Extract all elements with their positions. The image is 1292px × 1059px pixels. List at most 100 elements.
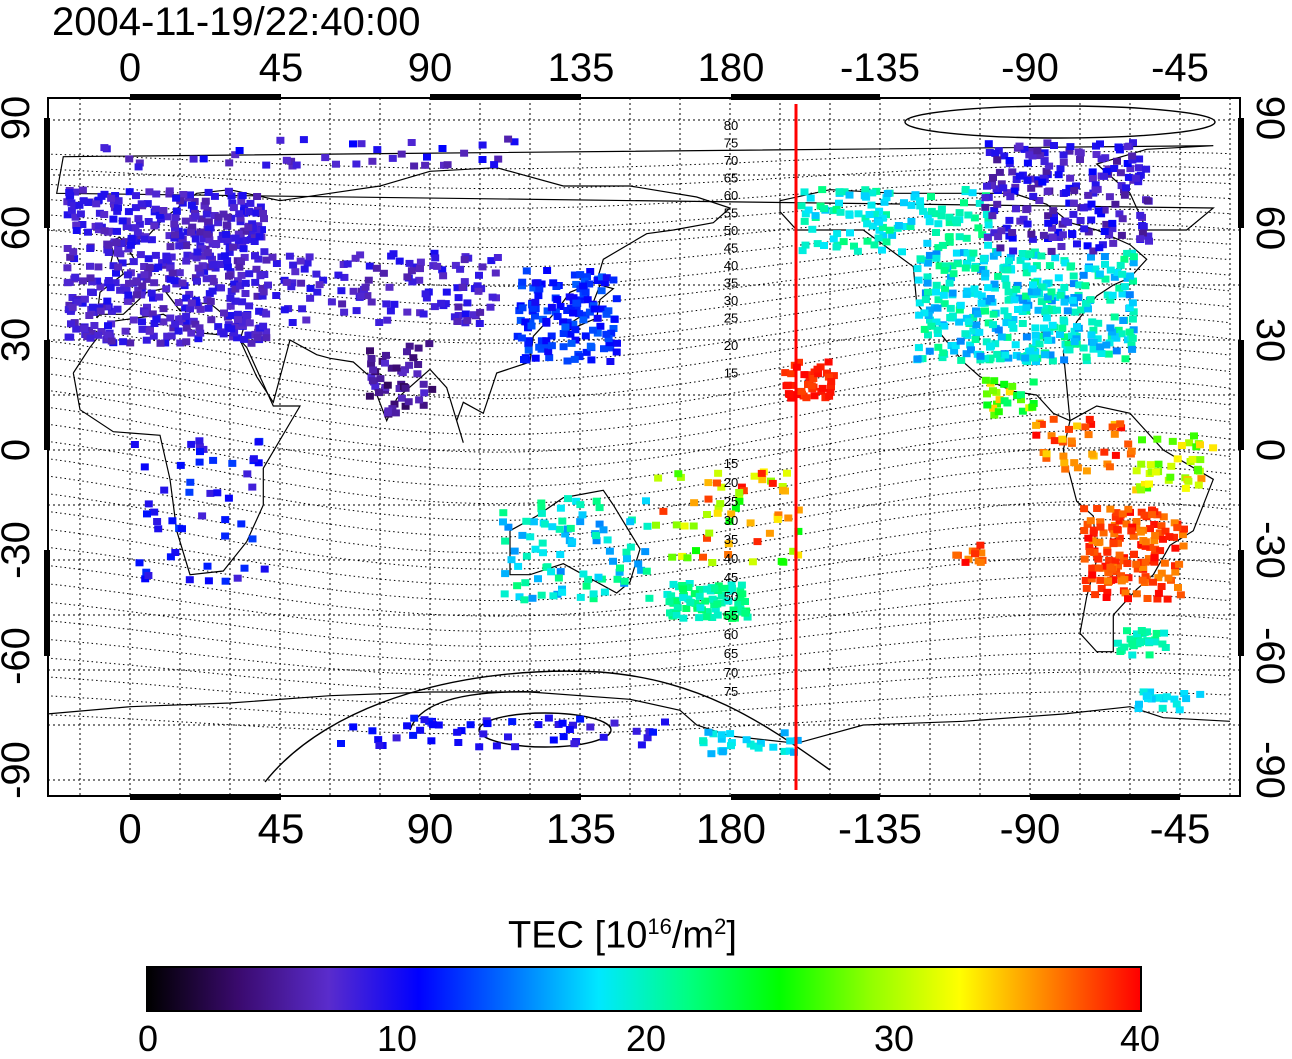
tec-cell bbox=[1145, 237, 1153, 245]
tec-cell bbox=[163, 213, 172, 221]
tec-cell bbox=[679, 614, 688, 622]
bottom-tick-7: -45 bbox=[1149, 805, 1211, 852]
tec-cell bbox=[1081, 577, 1090, 584]
tec-cell bbox=[252, 209, 261, 217]
tec-cell bbox=[1132, 590, 1141, 598]
tec-cell bbox=[1081, 282, 1090, 290]
contour-label-south: 35 bbox=[724, 532, 738, 547]
tec-cell bbox=[208, 261, 217, 269]
tec-cell bbox=[195, 437, 204, 445]
tec-cell bbox=[254, 222, 263, 230]
tec-cell bbox=[1137, 541, 1146, 549]
tec-cell bbox=[63, 211, 72, 219]
tec-cell bbox=[1181, 484, 1190, 492]
tec-cell bbox=[285, 252, 294, 260]
tec-cell bbox=[383, 381, 392, 389]
tec-cell bbox=[941, 262, 950, 270]
tec-cell bbox=[475, 743, 484, 751]
tec-cell bbox=[559, 330, 568, 337]
tec-cell bbox=[983, 233, 992, 241]
tec-cell bbox=[1044, 219, 1053, 227]
tec-cell bbox=[1103, 548, 1112, 556]
tec-cell bbox=[490, 161, 499, 169]
tec-cell bbox=[824, 373, 833, 381]
tec-cell bbox=[1088, 537, 1097, 545]
tec-cell bbox=[1070, 187, 1079, 195]
tec-cell bbox=[1120, 283, 1129, 291]
tec-cell bbox=[1180, 690, 1189, 697]
tec-cell bbox=[1084, 431, 1093, 439]
tec-cell bbox=[140, 463, 149, 471]
tec-cell bbox=[133, 229, 142, 237]
tec-cell bbox=[453, 728, 462, 736]
tec-cell bbox=[989, 321, 997, 329]
tec-cell bbox=[1035, 197, 1044, 204]
tec-cell bbox=[1177, 442, 1186, 449]
contour-label-north: 25 bbox=[724, 311, 738, 326]
contour-label-south: 20 bbox=[724, 475, 738, 490]
tec-cell bbox=[907, 217, 916, 225]
tec-cell bbox=[696, 604, 705, 612]
tec-cell bbox=[107, 337, 116, 345]
tec-cell bbox=[1093, 335, 1102, 343]
tec-cell bbox=[1025, 151, 1034, 159]
tec-cell bbox=[667, 592, 676, 600]
tec-cell bbox=[945, 279, 954, 287]
tec-cell bbox=[879, 232, 888, 240]
tec-cell bbox=[71, 213, 80, 221]
tec-cell bbox=[794, 527, 803, 535]
tec-cell bbox=[1060, 356, 1069, 364]
tec-cell bbox=[253, 292, 262, 300]
tec-cell bbox=[352, 160, 361, 168]
tec-cell bbox=[1154, 589, 1163, 597]
tec-cell bbox=[1087, 200, 1096, 208]
tec-cell bbox=[194, 264, 203, 272]
tec-cell bbox=[746, 740, 755, 748]
tec-cell bbox=[280, 306, 289, 314]
tec-cell bbox=[140, 271, 149, 279]
tec-cell bbox=[86, 245, 95, 252]
contour-label-north: 50 bbox=[724, 223, 738, 238]
tec-cell bbox=[442, 288, 451, 296]
tec-cell bbox=[259, 322, 268, 330]
tec-cell bbox=[1027, 230, 1036, 238]
contour-label-south: 75 bbox=[724, 684, 738, 699]
tec-cell bbox=[690, 590, 699, 598]
tec-cell bbox=[923, 279, 932, 287]
tec-cell bbox=[433, 262, 442, 270]
tec-cell bbox=[1022, 262, 1031, 270]
tec-cell bbox=[240, 209, 249, 217]
tec-cell bbox=[137, 291, 146, 299]
tec-cell bbox=[1018, 250, 1027, 257]
colorbar-tick-2: 20 bbox=[625, 1018, 667, 1059]
tec-cell bbox=[292, 161, 301, 169]
tec-cell bbox=[785, 391, 794, 398]
tec-cell bbox=[575, 353, 584, 361]
tec-cell bbox=[989, 174, 997, 181]
tec-cell bbox=[1135, 700, 1143, 708]
tec-cell bbox=[835, 188, 844, 196]
tec-cell bbox=[1032, 288, 1041, 296]
tec-cell bbox=[1039, 174, 1048, 182]
tec-cell bbox=[188, 223, 197, 231]
tec-cell bbox=[612, 295, 621, 303]
tec-cell bbox=[1042, 167, 1051, 175]
tec-cell bbox=[454, 294, 463, 302]
tec-cell bbox=[1140, 511, 1149, 519]
tec-cell bbox=[986, 354, 995, 362]
tec-cell bbox=[507, 556, 516, 564]
tec-cell bbox=[405, 342, 414, 350]
tec-cell bbox=[475, 271, 483, 279]
tec-cell bbox=[522, 552, 531, 560]
tec-cell bbox=[572, 280, 581, 288]
tec-cell bbox=[612, 348, 621, 356]
tec-cell bbox=[717, 599, 726, 607]
tec-cell bbox=[813, 240, 822, 248]
tec-cell bbox=[989, 387, 997, 395]
tec-cell bbox=[1031, 348, 1040, 356]
tec-cell bbox=[1096, 343, 1105, 351]
tec-cell bbox=[1054, 228, 1063, 236]
tec-cell bbox=[1160, 629, 1169, 637]
tec-cell bbox=[458, 283, 467, 291]
tec-cell bbox=[695, 585, 704, 593]
